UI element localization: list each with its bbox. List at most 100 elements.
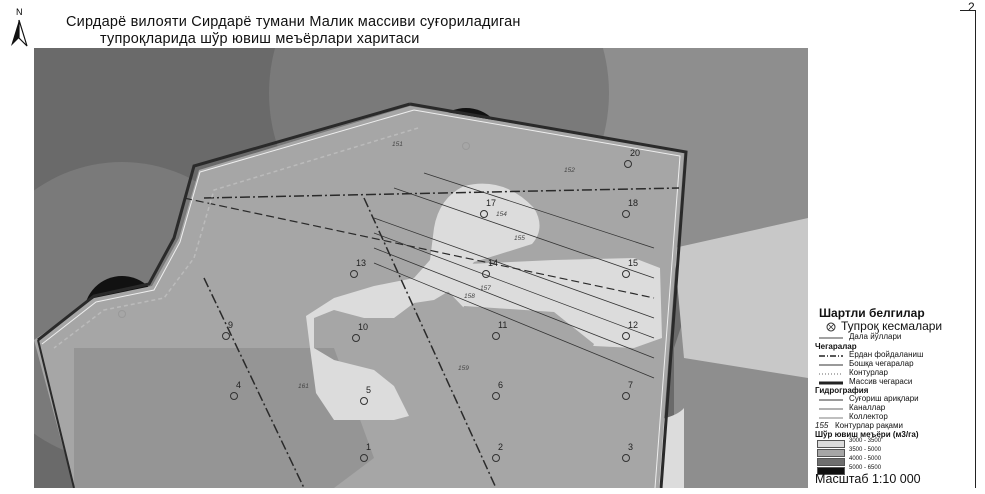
legend-boundary-2: Бошқа чегаралар	[849, 359, 914, 368]
frame-rule-right	[975, 10, 976, 488]
soil-pit-label: 11	[498, 320, 507, 330]
soil-pit-1: 1	[360, 442, 371, 462]
contour-boundary-symbol	[819, 373, 843, 375]
soil-pit-label: 15	[628, 258, 638, 268]
soil-pit-label: 9	[228, 320, 233, 330]
soil-pit-label: 17	[486, 198, 496, 208]
land-use-boundary-1	[203, 187, 680, 199]
zone-dark-southwest	[74, 348, 374, 488]
legend-norm-swatch	[817, 467, 845, 475]
collector-symbol	[819, 417, 843, 419]
soil-pit-label: 3	[628, 442, 633, 452]
massif-boundary-inner	[41, 109, 681, 488]
land-use-boundary-3	[203, 277, 305, 488]
zone-medium-east	[334, 48, 808, 488]
canal-symbol	[819, 408, 843, 410]
legend-norm-label: 3500 - 5000	[849, 447, 882, 453]
legend-hydro-2: Каналлар	[849, 403, 886, 412]
north-label: N	[16, 7, 23, 17]
soil-pit-label: 1	[366, 442, 371, 452]
zone-medium-notch	[444, 306, 594, 388]
soil-pit-5: 5	[360, 385, 371, 405]
soil-pit-15: 15	[622, 258, 638, 278]
legend-title: Шартли белгилар	[819, 306, 925, 320]
canal-line-6	[393, 187, 655, 279]
map-title-line1: Сирдарё вилояти Сирдарё тумани Малик мас…	[66, 14, 521, 30]
soil-pit-11: 11	[492, 320, 507, 340]
soil-pit-6: 6	[492, 380, 503, 400]
soil-pit-7: 7	[622, 380, 633, 400]
legend-boundaries-header: Чегаралар	[815, 342, 857, 351]
legend-boundary-3: Контурлар	[849, 368, 888, 377]
soil-pit-12: 12	[622, 320, 638, 340]
soil-pit-left-circle	[118, 310, 126, 318]
soil-pit-label: 18	[628, 198, 638, 208]
legend-contour-number-label: Контурлар рақами	[835, 421, 903, 430]
legend-boundary-1: Ердан фойдаланиш	[849, 350, 924, 359]
other-boundary-symbol	[819, 364, 843, 366]
zone-light-east	[674, 218, 808, 378]
soil-pit-top-circle	[462, 142, 470, 150]
massif-boundary-bottom	[37, 339, 75, 488]
irrigation-ditch-symbol	[819, 399, 843, 401]
contour-numbers: 151 152 154 155 157 158 159 161	[298, 141, 575, 390]
legend-soil-pits: Тупроқ кесмалари	[841, 319, 943, 333]
soil-pit-label: 6	[498, 380, 503, 390]
contour-number-158: 158	[464, 293, 475, 300]
legend: Шартли белгилар Тупроқ кесмалари Дала йў…	[815, 300, 975, 490]
soil-pit-4: 4	[230, 380, 241, 400]
soil-pit-2: 2	[492, 442, 503, 462]
soil-pit-label: 20	[630, 148, 640, 158]
zone-light-central	[306, 183, 540, 420]
legend-norms-header: Шўр ювиш меъёри (м3/га)	[815, 430, 919, 439]
soil-pit-label: 13	[356, 258, 366, 268]
massif-boundary-symbol	[819, 381, 843, 385]
legend-field-roads: Дала йўллари	[849, 332, 902, 341]
contour-number-157: 157	[480, 285, 491, 292]
map-title-line2: тупроқларида шўр ювиш меъёрлари харитаси	[100, 31, 420, 47]
legend-hydro-3: Коллектор	[849, 412, 888, 421]
soil-pit-label: 10	[358, 322, 368, 332]
field-road-symbol	[819, 337, 843, 339]
land-use-boundary-2	[363, 197, 497, 488]
zone-light-east-strip	[424, 258, 662, 348]
legend-norm-label: 4000 - 5000	[849, 456, 882, 462]
map-scale: Масштаб 1:10 000	[815, 472, 921, 486]
legend-hydrography-header: Гидрография	[815, 386, 869, 395]
map-title: Сирдарё вилояти Сирдарё тумани Малик мас…	[66, 14, 521, 48]
massif-boundary	[37, 102, 688, 488]
legend-boundary-4: Массив чегараси	[849, 377, 913, 386]
page-number: 2	[968, 0, 975, 14]
soil-pit-18: 18	[622, 198, 638, 218]
soil-pit-label: 7	[628, 380, 633, 390]
canal-line-3	[373, 247, 655, 359]
soil-pit-label: 14	[488, 258, 498, 268]
frame-rule-top	[960, 10, 976, 11]
soil-pit-13: 13	[350, 258, 366, 278]
legend-norm-label: 3000 - 3500	[849, 438, 882, 444]
legend-norm-swatch	[817, 440, 845, 448]
contour-number-154: 154	[496, 211, 507, 218]
soil-pit-label: 12	[628, 320, 638, 330]
legend-hydro-1: Суғориш ариқлари	[849, 394, 919, 403]
soil-pit-20: 20	[624, 148, 640, 168]
canal-line-4	[373, 262, 655, 379]
contour-number-159: 159	[458, 365, 469, 372]
soil-pit-label: 2	[498, 442, 503, 452]
legend-norm-label: 5000 - 6500	[849, 465, 882, 471]
soil-pit-3: 3	[622, 442, 633, 462]
legend-norm-swatch	[817, 449, 845, 457]
contour-number-161: 161	[298, 383, 309, 390]
soil-pit-14: 14	[482, 258, 498, 278]
contour-number-151: 151	[392, 141, 403, 148]
land-use-boundary-symbol	[819, 355, 843, 357]
soil-pit-label: 5	[366, 385, 371, 395]
canal-line-2	[373, 232, 655, 339]
contour-number-155: 155	[514, 235, 525, 242]
soil-pit-label: 4	[236, 380, 241, 390]
soil-pit-17: 17	[480, 198, 496, 218]
field-road	[53, 127, 419, 349]
north-arrow-icon: N	[11, 7, 28, 47]
